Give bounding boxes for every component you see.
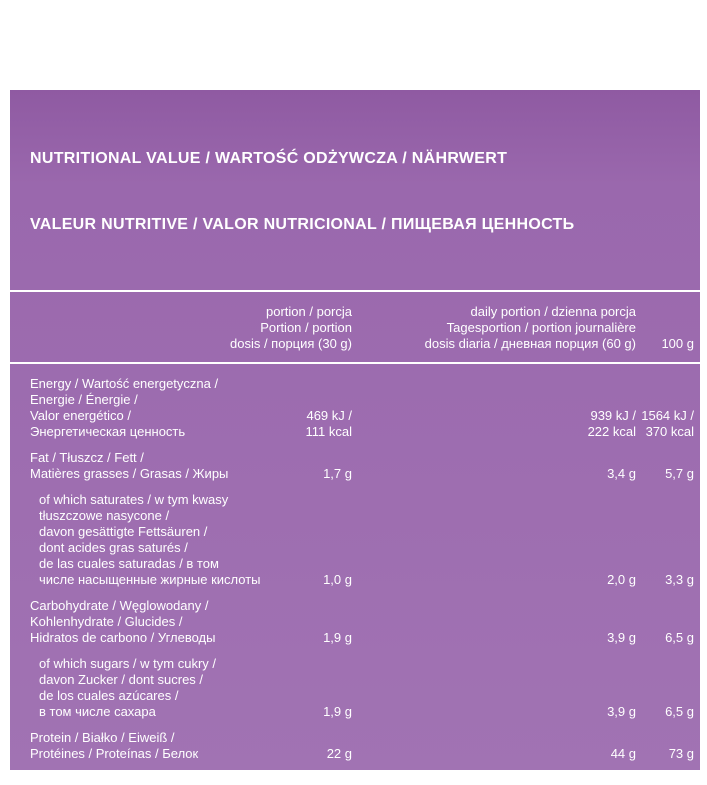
row-label-carbohydrate: Carbohydrate / Węglowodany / Kohlenhydra…: [30, 598, 216, 645]
table-row-energy: Energy / Wartość energetyczna / Energie …: [30, 376, 694, 440]
column-headers: portion / porcja Portion / portion dosis…: [30, 304, 694, 352]
header-divider: [10, 362, 700, 364]
table-row-carbohydrate: Carbohydrate / Węglowodany / Kohlenhydra…: [30, 598, 694, 646]
column-header-portion: portion / porcja Portion / portion dosis…: [229, 304, 352, 351]
row-value-sugars-portion: 1,9 g: [323, 704, 352, 719]
table-row-sugars: of which sugars / w tym cukry / davon Zu…: [30, 656, 694, 720]
row-value-saturates-portion: 1,0 g: [323, 572, 352, 587]
row-value-protein-100g: 73 g: [668, 746, 694, 761]
row-value-sugars-daily: 3,9 g: [607, 704, 636, 719]
row-value-energy-100g: 1564 kJ / 370 kcal: [641, 408, 694, 439]
row-label-fat: Fat / Tłuszcz / Fett / Matières grasses …: [30, 450, 229, 481]
title-line-1: NUTRITIONAL VALUE / WARTOŚĆ ODŻYWCZA / N…: [30, 150, 508, 167]
row-value-fat-portion: 1,7 g: [323, 466, 352, 481]
row-label-protein: Protein / Białko / Eiweiß / Protéines / …: [30, 730, 199, 761]
panel-title: NUTRITIONAL VALUE / WARTOŚĆ ODŻYWCZA / N…: [30, 104, 694, 280]
row-value-sugars-100g: 6,5 g: [665, 704, 694, 719]
row-value-energy-daily: 939 kJ / 222 kcal: [587, 408, 636, 439]
row-label-energy: Energy / Wartość energetyczna / Energie …: [30, 376, 219, 439]
row-value-carbohydrate-portion: 1,9 g: [323, 630, 352, 645]
table-row-fat: Fat / Tłuszcz / Fett / Matières grasses …: [30, 450, 694, 482]
row-value-protein-daily: 44 g: [610, 746, 636, 761]
row-value-fat-100g: 5,7 g: [665, 466, 694, 481]
row-label-salt: Salt / Sól / Salz / Sel / Sal / Соль: [30, 772, 126, 785]
row-label-sugars: of which sugars / w tym cukry / davon Zu…: [39, 656, 216, 719]
row-value-carbohydrate-100g: 6,5 g: [665, 630, 694, 645]
table-row-salt: Salt / Sól / Salz / Sel / Sal / Соль 0,1…: [30, 772, 694, 785]
title-line-2: VALEUR NUTRITIVE / VALOR NUTRICIONAL / П…: [30, 216, 575, 233]
row-value-saturates-daily: 2,0 g: [607, 572, 636, 587]
row-value-energy-portion: 469 kJ / 111 kcal: [305, 408, 353, 439]
title-divider: [10, 290, 700, 292]
row-value-fat-daily: 3,4 g: [607, 466, 636, 481]
column-header-daily-portion: daily portion / dzienna porcja Tagesport…: [424, 304, 636, 351]
row-value-carbohydrate-daily: 3,9 g: [607, 630, 636, 645]
nutrition-table: Energy / Wartość energetyczna / Energie …: [30, 376, 694, 785]
table-row-protein: Protein / Białko / Eiweiß / Protéines / …: [30, 730, 694, 762]
row-value-saturates-100g: 3,3 g: [665, 572, 694, 587]
row-value-protein-portion: 22 g: [326, 746, 352, 761]
table-row-saturates: of which saturates / w tym kwasy tłuszcz…: [30, 492, 694, 588]
nutrition-panel: NUTRITIONAL VALUE / WARTOŚĆ ODŻYWCZA / N…: [10, 90, 700, 785]
column-header-per-100g: 100 g: [661, 336, 694, 351]
row-label-saturates: of which saturates / w tym kwasy tłuszcz…: [39, 492, 261, 587]
